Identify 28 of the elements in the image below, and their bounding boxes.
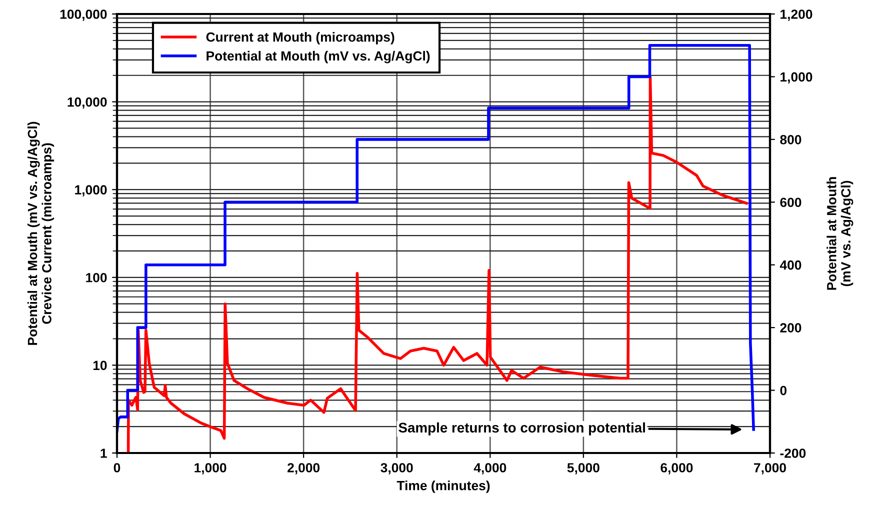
x-tick-label: 7,000 (754, 463, 786, 474)
y-tick-label: 100,000 (60, 10, 107, 21)
x-tick-label: 4,000 (474, 463, 506, 474)
x-tick-label: 0 (114, 463, 120, 472)
x-tick-label: 1,000 (194, 463, 226, 474)
y-tick-label: 100 (86, 272, 107, 282)
legend-label: Current at Mouth (microamps) (206, 32, 394, 44)
y-tick-label: 10 (93, 360, 107, 370)
y-axis-title: Potential at Mouth (mV vs. Ag/AgCl) Crevice Current (microamps) (27, 122, 54, 345)
y2-tick-label: 200 (780, 323, 802, 332)
y-tick-label: 1 (100, 448, 107, 458)
y-tick-label: 1,000 (75, 185, 107, 196)
x-tick-label: 3,000 (380, 463, 413, 474)
y2-tick-label: 800 (780, 134, 802, 144)
x-tick-label: 6,000 (660, 463, 693, 474)
y2-tick-label: 0 (780, 386, 787, 396)
y2-tick-label: 1,000 (780, 72, 812, 84)
x-axis-title: Time (minutes) (396, 480, 490, 493)
y-tick-label: 10,000 (68, 97, 107, 109)
y2-tick-label: -200 (780, 448, 806, 458)
legend-label: Potential at Mouth (mV vs. Ag/AgCl) (206, 50, 430, 64)
y2-axis-title: Potential at Mouth (mV vs. Ag/AgCl) (826, 177, 854, 290)
y2-tick-label: 600 (780, 198, 802, 208)
annotation: Sample returns to corrosion potential (398, 422, 645, 436)
x-tick-label: 2,000 (288, 463, 320, 474)
y2-tick-label: 1,200 (780, 10, 812, 21)
x-tick-label: 5,000 (567, 463, 600, 474)
y2-tick-label: 400 (780, 260, 802, 270)
